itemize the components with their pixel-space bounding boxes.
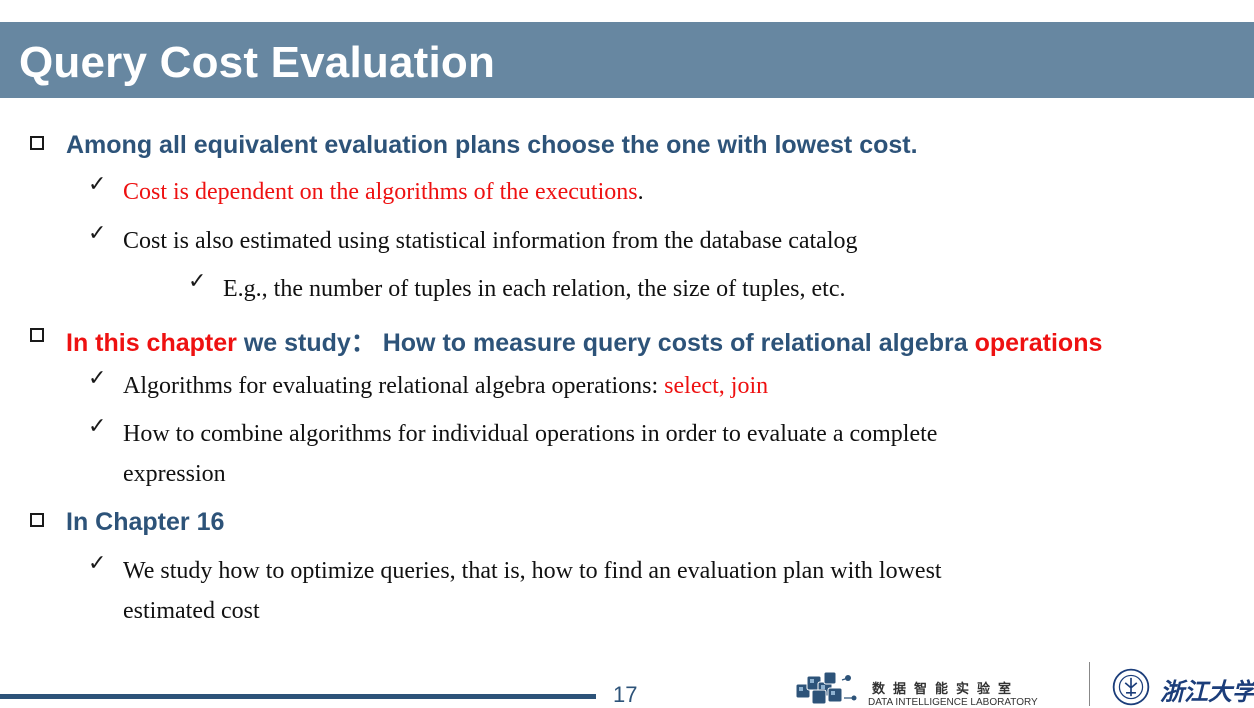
university-name: 浙江大学 [1160, 677, 1254, 706]
sub-text: Algorithms for evaluating relational alg… [123, 373, 769, 399]
sub-text: E.g., the number of tuples in each relat… [223, 276, 846, 302]
lab-logo-icon [795, 671, 857, 705]
university-seal-icon [1112, 668, 1150, 706]
sub-text: Cost is also estimated using statistical… [123, 228, 858, 254]
check-mark-icon: ✓ [88, 551, 107, 576]
square-bullet-icon [30, 136, 44, 150]
bullet-1-text: Among all equivalent evaluation plans ch… [66, 131, 918, 159]
square-bullet-icon [30, 328, 44, 342]
title-bar [0, 22, 1254, 98]
slide-title: Query Cost Evaluation [19, 38, 496, 87]
bullet-3-text: In Chapter 16 [66, 508, 225, 536]
bullet-2-text: In this chapter we study： How to measure… [66, 329, 1103, 357]
sub-text: Cost is dependent on the algorithms of t… [123, 179, 644, 205]
check-mark-icon: ✓ [188, 269, 207, 294]
footer-line [0, 694, 596, 699]
check-mark-icon: ✓ [88, 366, 107, 391]
sub-text: How to combine algorithms for individual… [123, 421, 938, 487]
page-number: 17 [613, 682, 638, 707]
check-mark-icon: ✓ [88, 414, 107, 439]
square-bullet-icon [30, 513, 44, 527]
check-mark-icon: ✓ [88, 172, 107, 197]
footer-divider [1089, 662, 1090, 706]
lab-name-en: DATA INTELLIGENCE LABORATORY [868, 697, 1038, 708]
lab-name-cn: 数据智能实验室 [872, 682, 1020, 697]
check-mark-icon: ✓ [88, 221, 107, 246]
sub-text: We study how to optimize queries, that i… [123, 558, 942, 624]
